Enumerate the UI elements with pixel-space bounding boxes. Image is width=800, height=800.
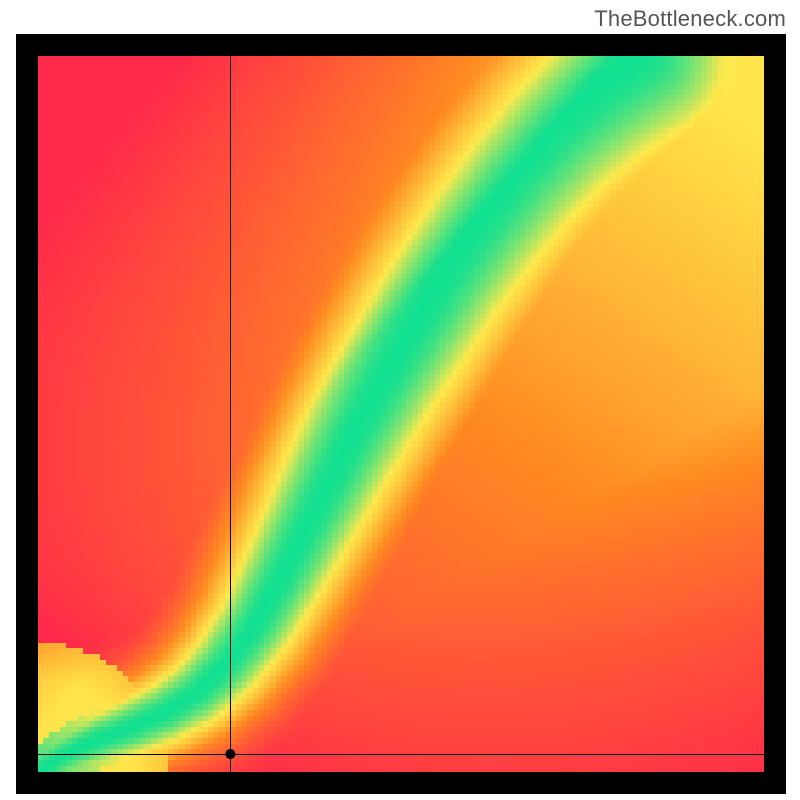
heatmap-plot [38,56,764,772]
watermark-text: TheBottleneck.com [594,6,786,32]
chart-container: TheBottleneck.com [0,0,800,800]
